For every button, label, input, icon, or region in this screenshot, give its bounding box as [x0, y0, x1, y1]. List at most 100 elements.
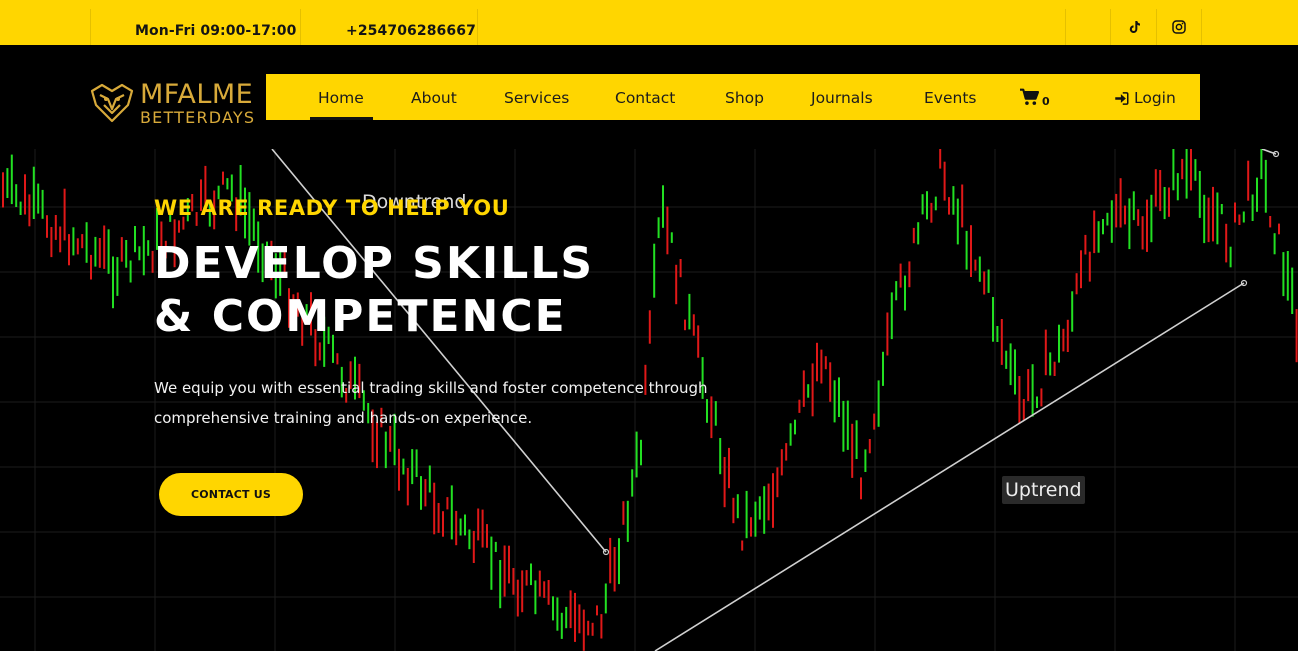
bullish-candle: [1031, 364, 1034, 417]
bullish-candle: [838, 377, 840, 417]
bearish-candle: [943, 161, 946, 201]
nav-home[interactable]: Home: [318, 89, 364, 107]
bearish-candle: [151, 250, 154, 273]
bearish-candle: [472, 530, 475, 563]
bullish-candle: [244, 187, 246, 239]
bearish-candle: [358, 363, 361, 399]
bullish-candle: [1102, 219, 1104, 235]
bullish-candle: [1036, 396, 1038, 408]
bearish-candle: [296, 292, 299, 317]
bullish-candle: [926, 191, 928, 220]
bullish-candle: [1071, 291, 1074, 332]
bullish-candle: [420, 476, 422, 510]
bullish-candle: [1110, 200, 1113, 243]
bullish-candle: [670, 232, 673, 243]
bullish-candle: [640, 439, 642, 466]
bearish-candle: [318, 342, 321, 361]
bullish-candle: [1203, 194, 1206, 244]
bullish-candle: [855, 420, 858, 459]
bullish-candle: [1229, 246, 1232, 268]
bullish-candle: [978, 256, 981, 282]
bullish-candle: [890, 292, 893, 340]
bullish-candle: [626, 500, 629, 542]
bearish-candle: [398, 448, 400, 491]
bullish-candle: [934, 196, 937, 211]
bullish-candle: [169, 211, 172, 222]
bullish-candle: [499, 560, 502, 609]
bullish-candle: [1009, 343, 1012, 386]
bullish-candle: [1005, 350, 1008, 369]
shopping-cart-icon: [1020, 88, 1039, 105]
bullish-candle: [842, 400, 845, 452]
bullish-candle: [15, 184, 18, 207]
bearish-candle: [622, 501, 625, 525]
bearish-candle: [948, 197, 950, 215]
bullish-candle: [362, 390, 365, 411]
bearish-candle: [235, 197, 238, 232]
bearish-candle: [1084, 234, 1087, 255]
bearish-candle: [1040, 388, 1043, 407]
bearish-candle: [644, 364, 647, 395]
bearish-candle: [1247, 160, 1250, 201]
bullish-candle: [921, 194, 924, 215]
bearish-candle: [912, 227, 915, 244]
bullish-candle: [384, 431, 387, 469]
brand-logo[interactable]: MFALME BETTERDAYS: [88, 79, 258, 127]
brand-name: MFALME BETTERDAYS: [140, 81, 255, 126]
bearish-candle: [886, 312, 889, 356]
bearish-candle: [164, 240, 167, 259]
bullish-candle: [1058, 324, 1060, 363]
sign-in-icon: [1115, 91, 1129, 105]
tiktok-link[interactable]: [1110, 9, 1156, 45]
bullish-candle: [327, 326, 330, 344]
bullish-candle: [125, 240, 128, 268]
nav-contact[interactable]: Contact: [615, 89, 676, 107]
instagram-link[interactable]: [1156, 9, 1202, 45]
login-label: Login: [1134, 89, 1176, 107]
instagram-icon: [1172, 20, 1186, 34]
bearish-candle: [213, 190, 216, 230]
bullish-candle: [987, 269, 990, 293]
bearish-candle: [1154, 169, 1157, 207]
nav-about[interactable]: About: [411, 89, 457, 107]
bearish-candle: [46, 215, 48, 238]
nav-events[interactable]: Events: [924, 89, 977, 107]
bearish-candle: [1124, 205, 1126, 225]
bullish-candle: [261, 243, 264, 283]
bullish-candle: [147, 240, 150, 256]
bearish-candle: [543, 581, 546, 598]
bearish-candle: [697, 325, 700, 358]
bullish-candle: [459, 518, 462, 536]
bearish-candle: [178, 220, 180, 233]
contact-us-button[interactable]: CONTACT US: [159, 473, 303, 516]
bearish-candle: [424, 479, 427, 507]
brand-name-line2: BETTERDAYS: [140, 107, 256, 127]
cart-button[interactable]: 0: [1019, 88, 1050, 108]
bullish-candle: [714, 401, 717, 426]
phone-number[interactable]: +254706286667: [346, 23, 476, 39]
bearish-candle: [666, 206, 669, 255]
bullish-candle: [956, 198, 959, 245]
nav-journals[interactable]: Journals: [811, 89, 873, 107]
bullish-candle: [1216, 192, 1219, 245]
bearish-candle: [1115, 193, 1118, 228]
bearish-candle: [455, 510, 458, 546]
bullish-candle: [208, 201, 211, 227]
bearish-candle: [961, 184, 964, 228]
bullish-candle: [657, 217, 660, 239]
bearish-candle: [578, 604, 581, 634]
nav-shop[interactable]: Shop: [725, 89, 764, 107]
bearish-candle: [90, 254, 92, 280]
bearish-candle: [569, 590, 572, 629]
bearish-candle: [1062, 328, 1065, 352]
bullish-candle: [323, 316, 326, 367]
nav-services[interactable]: Services: [504, 89, 570, 107]
bearish-candle: [860, 477, 862, 500]
bearish-candle: [1066, 319, 1069, 352]
bearish-candle: [1044, 329, 1047, 376]
bullish-candle: [904, 275, 906, 311]
bullish-candle: [85, 222, 88, 263]
bullish-candle: [833, 380, 836, 423]
login-link[interactable]: Login: [1114, 89, 1176, 107]
bullish-candle: [1242, 211, 1245, 223]
